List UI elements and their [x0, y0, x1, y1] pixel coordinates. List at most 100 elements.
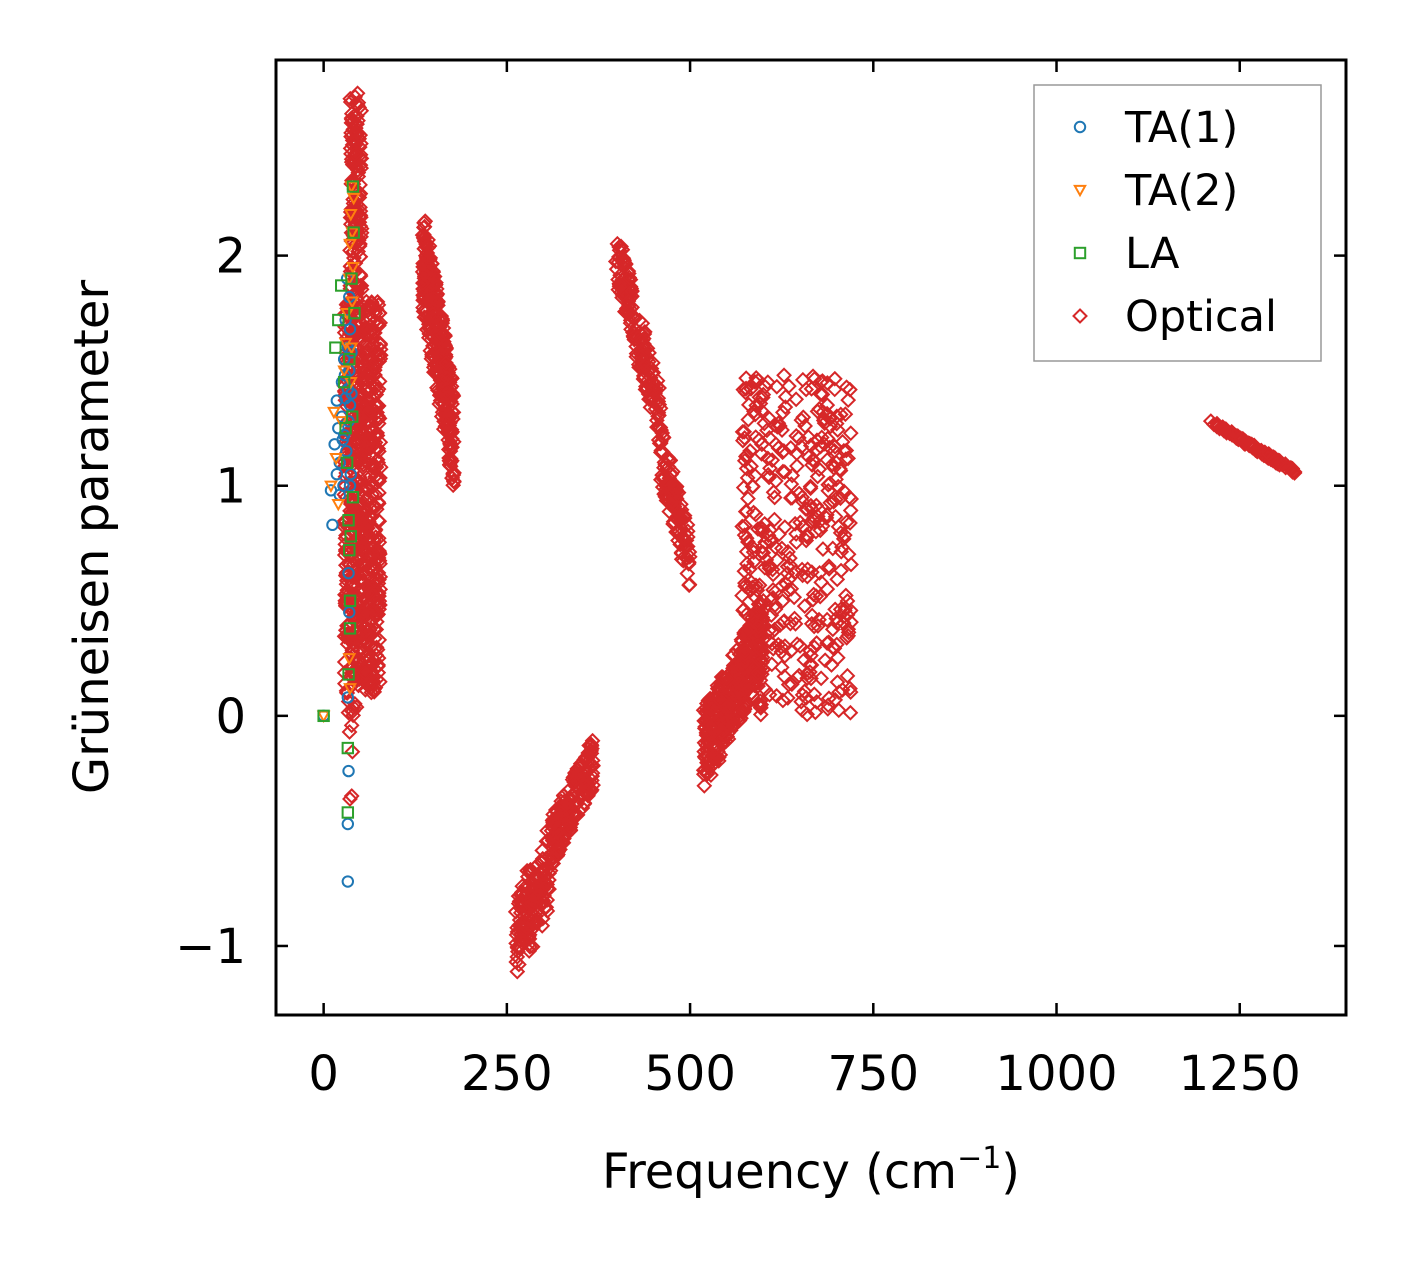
- optical-point: [802, 656, 819, 673]
- optical-point: [430, 293, 446, 310]
- optical-point: [634, 332, 651, 349]
- optical-point: [754, 643, 771, 660]
- optical-point: [740, 411, 757, 428]
- legend-label: Optical: [1125, 292, 1277, 342]
- ta-2-point: [344, 181, 359, 194]
- optical-point: [345, 114, 361, 131]
- optical-point: [765, 484, 782, 501]
- optical-point: [1202, 413, 1219, 430]
- optical-point: [750, 372, 767, 389]
- optical-point: [1269, 455, 1286, 472]
- optical-point: [515, 932, 532, 949]
- optical-point: [788, 534, 805, 551]
- optical-point: [822, 418, 839, 435]
- optical-point: [756, 600, 773, 617]
- optical-point: [342, 300, 359, 316]
- ta-2-point: [346, 192, 361, 206]
- optical-point: [652, 444, 669, 461]
- optical-point: [738, 460, 755, 477]
- legend-label: TA(1): [1124, 103, 1238, 153]
- optical-point: [584, 732, 601, 749]
- optical-point: [765, 582, 781, 598]
- optical-point: [514, 878, 531, 895]
- optical-point: [779, 689, 796, 706]
- optical-point: [768, 687, 785, 704]
- optical-point: [776, 648, 793, 664]
- optical-point: [753, 520, 770, 536]
- optical-point: [752, 598, 769, 615]
- optical-point: [771, 526, 788, 543]
- optical-point: [415, 299, 431, 316]
- optical-point: [370, 530, 387, 547]
- la-point: [342, 668, 355, 681]
- optical-point: [840, 392, 857, 409]
- ta-2-point: [316, 710, 331, 724]
- ta-1-point: [343, 479, 357, 492]
- optical-point: [749, 582, 766, 599]
- optical-point: [533, 865, 550, 882]
- optical-point: [819, 430, 836, 447]
- optical-point: [421, 258, 437, 275]
- optical-point: [418, 263, 435, 280]
- optical-point: [364, 423, 381, 439]
- optical-point: [819, 635, 836, 652]
- optical-point: [736, 423, 753, 440]
- y-tick-label: 1: [215, 459, 246, 515]
- optical-point: [735, 381, 752, 398]
- optical-point: [611, 275, 628, 292]
- optical-point: [365, 455, 382, 472]
- optical-point: [358, 607, 375, 624]
- optical-point: [349, 330, 366, 347]
- optical-point: [364, 587, 381, 604]
- optical-point: [750, 521, 766, 537]
- optical-point: [372, 597, 388, 613]
- optical-point: [752, 706, 769, 723]
- optical-point: [764, 624, 781, 640]
- optical-point: [802, 437, 819, 454]
- optical-point: [802, 497, 819, 514]
- optical-point: [518, 912, 535, 929]
- optical-point: [367, 468, 384, 485]
- optical-point: [340, 704, 357, 721]
- optical-point: [733, 633, 750, 650]
- optical-point: [575, 783, 592, 800]
- optical-point: [802, 642, 819, 659]
- optical-point: [668, 523, 685, 540]
- optical-point: [737, 381, 754, 397]
- x-axis-label-superscript: −1: [957, 1141, 1001, 1176]
- optical-point: [784, 489, 801, 506]
- y-tick-label: 0: [215, 689, 246, 745]
- optical-point: [744, 675, 761, 692]
- optical-point: [747, 429, 764, 446]
- optical-point: [835, 442, 852, 459]
- optical-point: [735, 702, 752, 719]
- optical-point: [351, 279, 367, 296]
- optical-point: [699, 766, 716, 782]
- optical-point: [777, 388, 794, 405]
- optical-point: [829, 571, 846, 588]
- la-point: [343, 352, 356, 366]
- optical-point: [780, 543, 796, 560]
- la-point: [348, 306, 361, 320]
- optical-point: [359, 320, 376, 337]
- plot-frame: [274, 58, 1348, 1017]
- la-point: [329, 341, 342, 354]
- optical-point: [679, 523, 696, 540]
- y-tick-label: 2: [215, 229, 246, 285]
- optical-point: [513, 900, 529, 917]
- optical-point: [812, 522, 829, 539]
- optical-point: [343, 504, 360, 521]
- optical-point: [734, 518, 751, 535]
- ta-2-point: [342, 653, 357, 666]
- optical-point: [787, 515, 804, 532]
- optical-point: [751, 389, 768, 406]
- optical-point: [508, 954, 525, 970]
- optical-point: [744, 478, 761, 495]
- optical-point: [620, 293, 637, 310]
- optical-point: [355, 593, 371, 610]
- optical-point: [793, 693, 810, 710]
- optical-point: [621, 269, 638, 286]
- optical-point: [766, 417, 783, 433]
- optical-point: [840, 546, 857, 563]
- optical-point: [353, 374, 370, 391]
